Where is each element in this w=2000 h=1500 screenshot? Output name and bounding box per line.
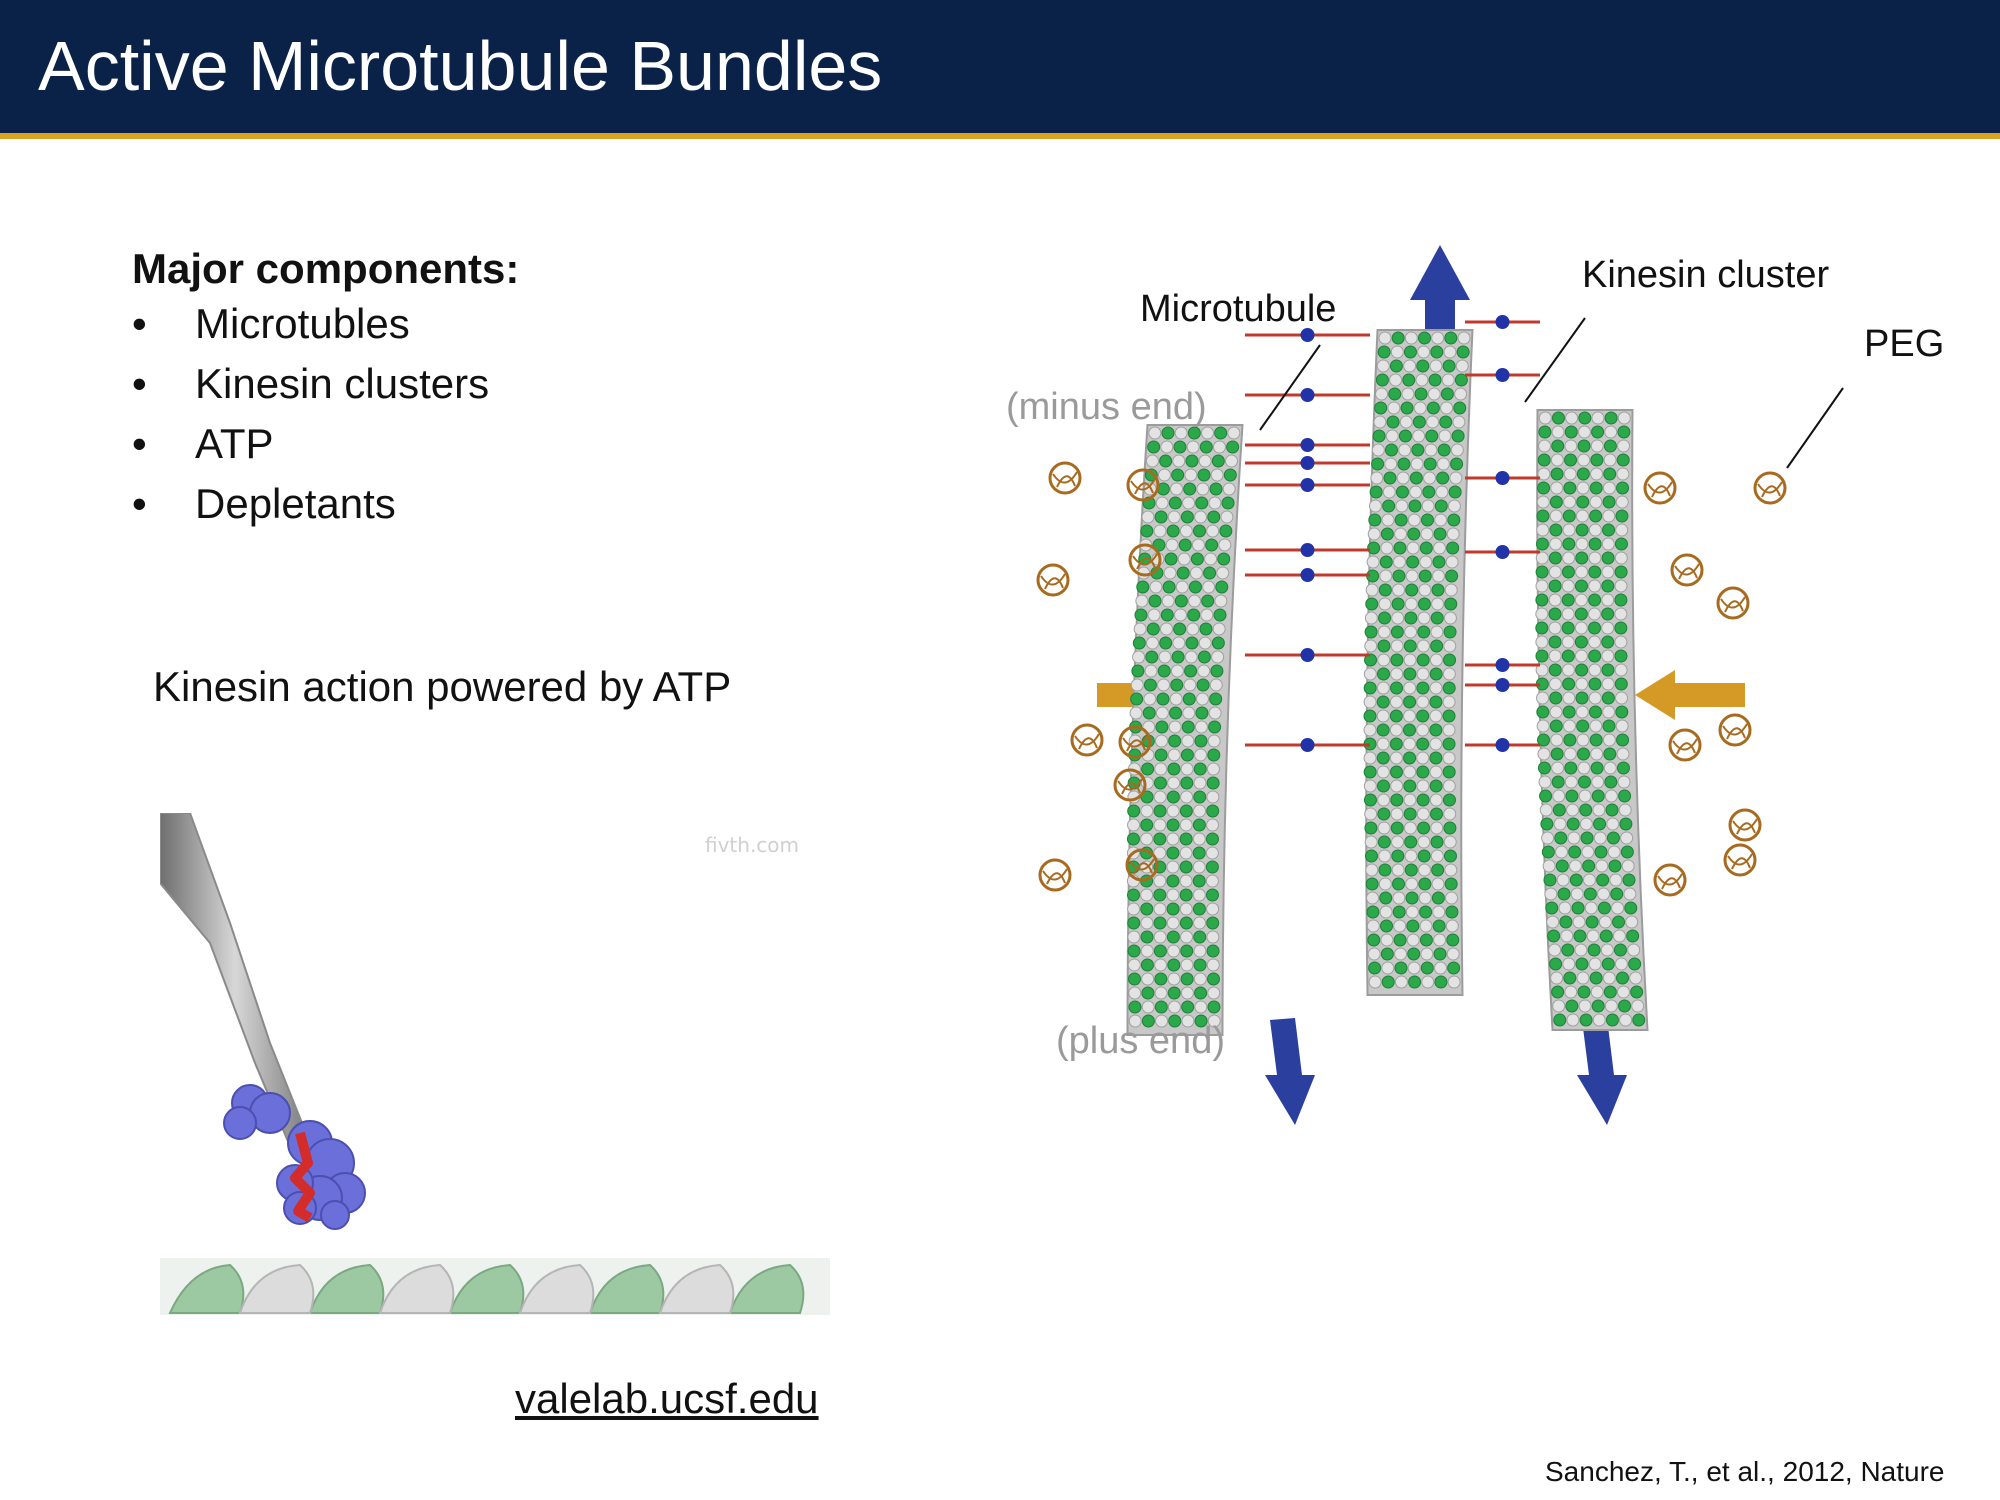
label-kinesin-cluster: Kinesin cluster (1582, 254, 1830, 296)
kinesin-neck-linker (290, 1131, 315, 1223)
microtubule (1535, 409, 1649, 1031)
kinesin-animation: fivth.com (160, 813, 830, 1315)
microtubules (1126, 329, 1649, 1036)
kinesin-cluster (1245, 438, 1370, 452)
peg-particle (1128, 543, 1162, 577)
kinesin-cluster (1465, 545, 1540, 559)
peg-particle (1048, 461, 1082, 495)
kinesin-cluster (1465, 658, 1540, 672)
peg-particle (1118, 725, 1152, 759)
slide-title: Active Microtubule Bundles (38, 27, 883, 105)
bullet-icon: • (132, 480, 147, 527)
list-item-label: Microtubles (195, 300, 410, 347)
label-peg: PEG (1864, 323, 1945, 365)
peg-particle (1723, 843, 1757, 877)
kinesin-cluster (1465, 471, 1540, 485)
peg-particle (1653, 863, 1687, 897)
microtubule-track (160, 1258, 830, 1315)
bullet-icon: • (132, 420, 147, 467)
peg-particle (1125, 848, 1159, 882)
peg-particle (1038, 858, 1072, 892)
peg-particle (1718, 713, 1752, 747)
kinesin-cluster (1465, 315, 1540, 329)
components-heading: Major components: (132, 245, 520, 292)
peg-particle (1036, 563, 1070, 597)
kinesin-cluster (1245, 543, 1370, 557)
peg-particle (1113, 768, 1147, 802)
kinesin-cluster (1465, 368, 1540, 382)
peg-particle (1126, 468, 1160, 502)
peg-particle (1670, 553, 1704, 587)
peg-particle (1070, 723, 1104, 757)
peg-particles (1036, 461, 1787, 897)
kinesin-clusters (1245, 315, 1540, 752)
list-item-label: Kinesin clusters (195, 360, 490, 407)
kinesin-cluster (1245, 388, 1370, 402)
peg-pointer (1786, 387, 1844, 469)
kinesin-cluster (1245, 568, 1370, 582)
kinesin-caption: Kinesin action powered by ATP (153, 663, 732, 710)
microtubule (1363, 329, 1474, 996)
bullet-icon: • (132, 300, 147, 347)
kinesin-cluster (1245, 328, 1370, 342)
kinesin-cluster (1245, 738, 1370, 752)
title-bar-rule (0, 133, 2000, 139)
title-bar: Active Microtubule Bundles (0, 0, 2000, 133)
peg-particle (1753, 471, 1787, 505)
microtubule-pointer (1259, 344, 1321, 431)
list-item-label: Depletants (195, 480, 396, 527)
peg-particle (1668, 728, 1702, 762)
kinesin-animation-graphic (160, 813, 830, 1315)
peg-particle (1728, 808, 1762, 842)
label-minus-end: (minus end) (1006, 386, 1207, 428)
label-microtubule: Microtubule (1140, 288, 1337, 330)
kinesin-cluster-pointer (1524, 317, 1586, 403)
valelab-link[interactable]: valelab.ucsf.edu (515, 1375, 819, 1422)
kinesin-cluster (1465, 678, 1540, 692)
label-plus-end: (plus end) (1056, 1020, 1225, 1062)
kinesin-cluster (1245, 648, 1370, 662)
watermark: fivth.com (705, 833, 800, 857)
peg-particle (1643, 471, 1677, 505)
microtubule-bundle-figure: Microtubule Kinesin cluster PEG (minus e… (865, 230, 1975, 1130)
arrow-down-blue-icon (1577, 1018, 1627, 1125)
list-item-label: ATP (195, 420, 274, 467)
citation: Sanchez, T., et al., 2012, Nature (1545, 1456, 1945, 1487)
arrow-left-gold-icon (1635, 670, 1745, 720)
kinesin-cluster (1465, 738, 1540, 752)
peg-particle (1716, 586, 1750, 620)
bundle-diagram (1036, 245, 1844, 1125)
arrow-down-blue-icon (1265, 1018, 1315, 1125)
kinesin-cluster (1245, 478, 1370, 492)
kinesin-cluster (1245, 456, 1370, 470)
bullet-icon: • (132, 360, 147, 407)
